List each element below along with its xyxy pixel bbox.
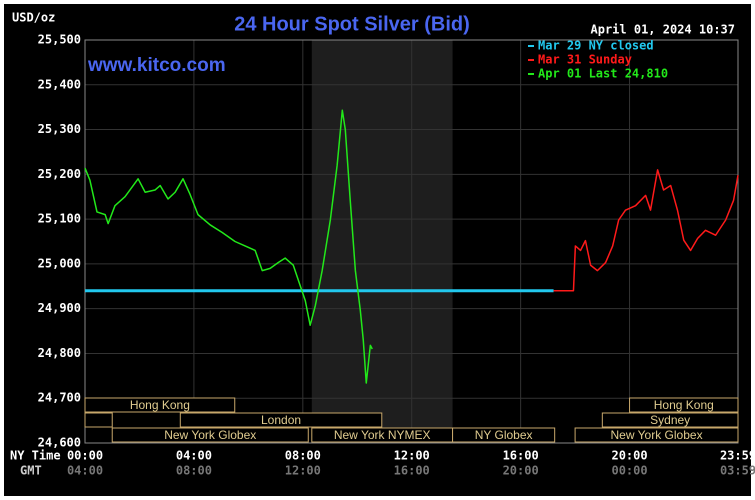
session-label: Sydney [650,413,690,427]
watermark: www.kitco.com [87,55,226,76]
legend-label: Apr 01 Last 24,810 [538,67,668,81]
y-tick-label: 24,600 [38,436,81,450]
session-label: New York Globex [164,428,256,442]
series-line [84,109,373,384]
timestamp: April 01, 2024 10:37 [591,23,736,37]
x2-tick-label: 16:00 [394,464,430,478]
session-box [84,412,113,428]
x-tick-label: 20:00 [611,449,647,463]
session-label: Hong Kong [654,398,714,412]
x-tick-label: 23:59 [720,449,755,463]
y-tick-label: 25,400 [38,77,81,91]
x-tick-label: 04:00 [176,449,212,463]
session-box [111,427,309,443]
x2-tick-label: 04:00 [67,464,103,478]
session-label: New York Globex [611,428,703,442]
y-tick-label: 25,500 [38,33,81,47]
x-row-label: GMT [20,464,42,478]
x-row-label: NY Time [10,449,61,463]
legend-label: Mar 31 Sunday [538,53,632,67]
session-box [629,397,739,413]
session-label: New York NYMEX [334,428,431,442]
x2-tick-label: 20:00 [503,464,539,478]
session-label: Hong Kong [130,398,190,412]
y-tick-label: 24,900 [38,301,81,315]
session-box [574,427,739,443]
y-axis-label: USD/oz [12,11,55,25]
x2-tick-label: 08:00 [176,464,212,478]
plot-frame [84,39,739,444]
session-label: NY Globex [475,428,533,442]
x2-tick-label: 12:00 [285,464,321,478]
session-box [84,397,236,413]
x-tick-label: 12:00 [394,449,430,463]
x-tick-label: 16:00 [503,449,539,463]
y-tick-label: 25,100 [38,212,81,226]
session-label: London [261,413,301,427]
legend-label: Mar 29 NY closed [538,39,654,53]
series-line [553,169,739,292]
y-tick-label: 25,200 [38,167,81,181]
x2-tick-label: 03:59 [720,464,755,478]
y-tick-label: 24,700 [38,391,81,405]
x2-tick-label: 00:00 [611,464,647,478]
chart-title: 24 Hour Spot Silver (Bid) [234,13,470,35]
y-tick-label: 25,300 [38,122,81,136]
y-tick-label: 24,800 [38,346,81,360]
session-box [179,412,383,428]
x-tick-label: 00:00 [67,449,103,463]
y-tick-label: 25,000 [38,256,81,270]
session-box [452,427,556,443]
session-box [601,412,739,428]
shaded-band [311,40,453,443]
x-tick-label: 08:00 [285,449,321,463]
